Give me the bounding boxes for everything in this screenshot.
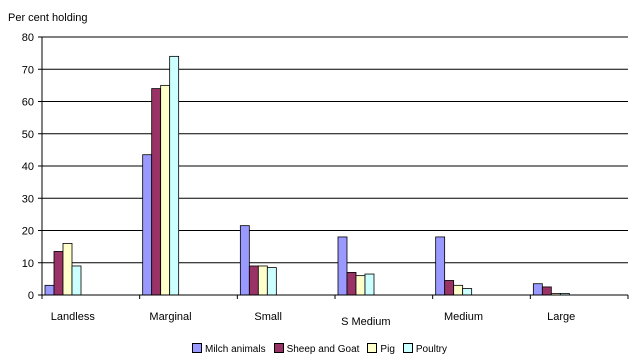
y-tick-label: 10: [22, 258, 34, 270]
bar: [356, 276, 365, 295]
legend-item: Milch animals: [192, 343, 266, 355]
bar: [365, 274, 374, 295]
x-tick-label: S Medium: [341, 316, 391, 328]
bar: [533, 284, 542, 295]
bar: [45, 285, 54, 295]
legend-label: Sheep and Goat: [287, 344, 360, 355]
legend-swatch: [367, 343, 377, 353]
bar: [54, 251, 63, 295]
y-tick-label: 60: [22, 97, 34, 109]
y-tick-label: 30: [22, 193, 34, 205]
bar: [170, 56, 179, 295]
legend-swatch: [192, 343, 202, 353]
x-tick-label: Landless: [51, 311, 96, 323]
bar: [347, 272, 356, 295]
bar: [542, 287, 551, 295]
y-tick-label: 50: [22, 129, 34, 141]
bar: [72, 266, 81, 295]
legend-swatch: [403, 343, 413, 353]
y-axis-ticks: 0 10 20 30 40 50 60 70 80: [22, 32, 42, 302]
bar: [240, 226, 249, 295]
y-tick-label: 80: [22, 32, 34, 44]
bar: [258, 266, 267, 295]
y-tick-label: 40: [22, 161, 34, 173]
legend-label: Poultry: [416, 344, 447, 355]
bar: [161, 85, 170, 295]
gridlines: [42, 37, 628, 263]
y-tick-label: 20: [22, 226, 34, 238]
x-tick-label: Medium: [444, 311, 483, 323]
x-tick-label: Small: [254, 311, 282, 323]
y-tick-label: 0: [28, 290, 34, 302]
bar: [463, 289, 472, 295]
bar: [63, 243, 72, 295]
bar: [338, 237, 347, 295]
bar: [249, 266, 258, 295]
x-axis-labels: Landless Marginal Small S Medium Medium Large: [51, 311, 575, 328]
legend-item: Pig: [367, 343, 394, 355]
bar: [445, 280, 454, 295]
x-tick-label: Large: [547, 311, 575, 323]
legend-label: Pig: [380, 344, 394, 355]
bar: [436, 237, 445, 295]
bar: [152, 89, 161, 295]
bar: [267, 268, 276, 295]
legend-item: Poultry: [403, 343, 447, 355]
legend: Milch animals Sheep and Goat Pig Poultry: [0, 343, 639, 355]
bars: [45, 56, 569, 295]
legend-item: Sheep and Goat: [274, 343, 360, 355]
bar: [454, 285, 463, 295]
y-tick-label: 70: [22, 64, 34, 76]
legend-label: Milch animals: [205, 344, 266, 355]
legend-swatch: [274, 343, 284, 353]
x-tick-label: Marginal: [149, 311, 191, 323]
bar: [143, 155, 152, 295]
axes: [42, 37, 628, 299]
